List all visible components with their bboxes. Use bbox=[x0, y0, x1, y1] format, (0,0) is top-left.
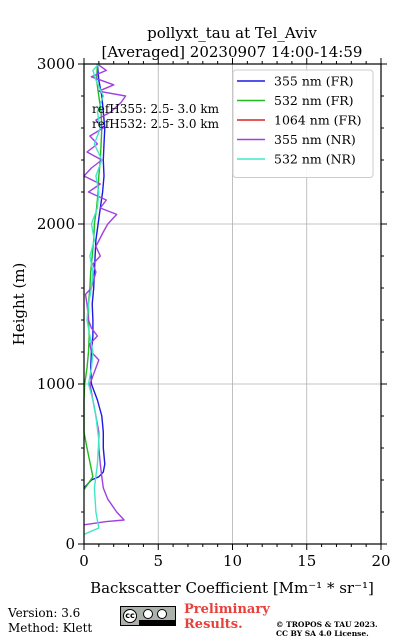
version-text: Version: 3.6 bbox=[8, 606, 81, 620]
method-text: Method: Klett bbox=[8, 621, 93, 635]
legend-label: 355 nm (NR) bbox=[274, 132, 356, 147]
x-tick-label: 20 bbox=[371, 552, 390, 570]
legend-label: 532 nm (FR) bbox=[274, 93, 354, 108]
x-tick-label: 10 bbox=[223, 552, 242, 570]
y-tick-label: 3000 bbox=[37, 55, 75, 73]
y-tick-label: 1000 bbox=[37, 375, 75, 393]
legend-box bbox=[232, 69, 374, 178]
ref-height-annotation: refH355: 2.5- 3.0 km bbox=[92, 102, 220, 116]
copyright-line2: CC BY SA 4.0 License. bbox=[276, 629, 369, 638]
x-tick-label: 0 bbox=[79, 552, 89, 570]
x-tick-label: 5 bbox=[153, 552, 163, 570]
x-tick-label: 15 bbox=[297, 552, 316, 570]
copyright-line1: © TROPOS & TAU 2023. bbox=[276, 620, 378, 629]
x-axis-label: Backscatter Coefficient [Mm⁻¹ * sr⁻¹] bbox=[90, 579, 374, 597]
profile-traces bbox=[83, 63, 127, 536]
legend: 355 nm (FR) 532 nm (FR) 1064 nm (FR) 355 nm… bbox=[232, 69, 374, 178]
y-tick-label: 0 bbox=[65, 535, 75, 553]
legend-label: 532 nm (NR) bbox=[274, 152, 356, 167]
backscatter-profile-chart: pollyxt_tau at Tel_Aviv [Averaged] 20230… bbox=[10, 24, 391, 597]
legend-label: 1064 nm (FR) bbox=[274, 113, 362, 128]
ref-height-annotation: refH532: 2.5- 3.0 km bbox=[92, 117, 220, 131]
preliminary-line1: Preliminary bbox=[184, 602, 270, 617]
copyright-note: © TROPOS & TAU 2023. CC BY SA 4.0 Licens… bbox=[276, 620, 378, 638]
chart-subtitle: [Averaged] 20230907 14:00-14:59 bbox=[102, 43, 363, 61]
chart-title: pollyxt_tau at Tel_Aviv bbox=[147, 24, 317, 42]
preliminary-line2: Results. bbox=[184, 617, 243, 632]
cc-by-sa-icon: cc bbox=[120, 606, 176, 626]
version-info: Version: 3.6 Method: Klett bbox=[8, 606, 92, 636]
y-axis-label: Height (m) bbox=[10, 263, 28, 346]
legend-label: 355 nm (FR) bbox=[274, 74, 354, 89]
y-tick-label: 2000 bbox=[37, 215, 75, 233]
axis-ticks: 0 5 10 15 20 0 1000 2000 3000 bbox=[37, 55, 391, 570]
preliminary-results-note: Preliminary Results. bbox=[184, 602, 270, 632]
series-line bbox=[83, 63, 106, 489]
series-line bbox=[83, 63, 104, 536]
